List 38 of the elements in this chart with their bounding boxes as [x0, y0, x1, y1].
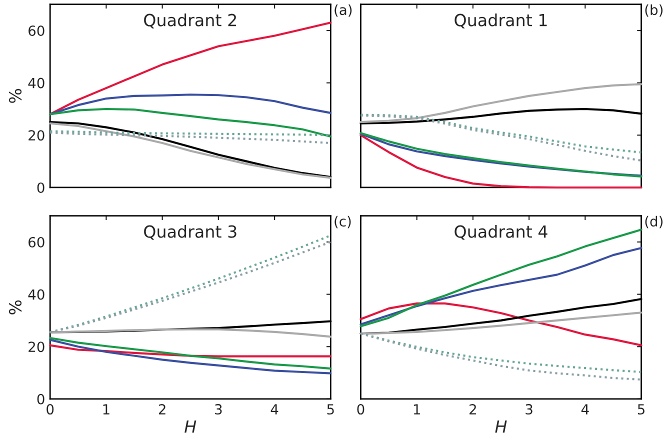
- y-tick-label: 40: [28, 78, 44, 88]
- text: (d): [645, 216, 663, 228]
- x-tick-label: 5: [327, 404, 334, 415]
- y-tick-label: 40: [28, 289, 44, 300]
- text: (c): [334, 216, 351, 228]
- line-series: [49, 338, 332, 374]
- x-tick-label: 2: [470, 404, 476, 414]
- x-tick-label: 5: [638, 404, 644, 415]
- y-tick-label: 0: [37, 394, 44, 404]
- text: (b): [645, 4, 663, 17]
- y-tick-label: 20: [28, 342, 44, 352]
- line-series: [49, 94, 332, 116]
- x-tick-label: 0: [46, 404, 54, 415]
- chart-title: Quadrant 4: [454, 224, 548, 240]
- line-series: [49, 344, 332, 358]
- y-axis-title: %: [8, 88, 22, 103]
- chart-title: Quadrant 1: [454, 14, 547, 28]
- x-tick-label: 4: [581, 404, 589, 414]
- chart-title: Quadrant 3: [144, 224, 236, 240]
- x-tick-label: 3: [215, 404, 222, 415]
- x-tick-label: 0: [357, 404, 364, 415]
- y-tick-label: 60: [28, 236, 44, 248]
- x-tick-label: 2: [158, 404, 166, 414]
- x-tick-label: 1: [103, 404, 110, 414]
- line-series: [49, 108, 332, 138]
- x-tick-label: 4: [270, 404, 278, 414]
- x-axis-title: H: [184, 420, 196, 433]
- line-series: [49, 336, 332, 370]
- x-axis-title: H: [495, 420, 507, 433]
- y-axis-title: %: [8, 300, 22, 314]
- x-tick-label: 3: [526, 404, 532, 415]
- y-tick-label: 60: [28, 25, 44, 36]
- y-tick-label: 0: [37, 182, 44, 193]
- line-series: [49, 328, 332, 338]
- x-tick-label: 1: [414, 404, 420, 414]
- chart-title: Quadrant 2: [144, 14, 236, 28]
- y-tick-label: 20: [28, 130, 44, 141]
- text: (a): [334, 4, 352, 17]
